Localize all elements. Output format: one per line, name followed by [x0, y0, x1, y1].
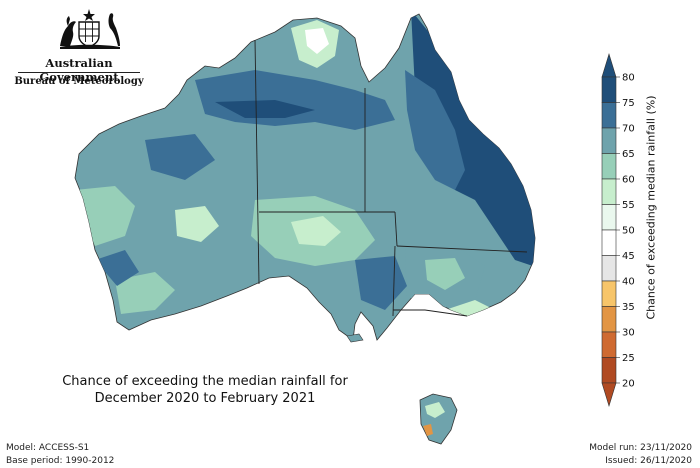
colorbar-tick-label: 45 — [622, 251, 635, 262]
colorbar-segment — [601, 255, 617, 282]
colorbar-max-arrow — [601, 52, 617, 78]
rainfall-colorbar: 80 75 70 65 60 55 50 45 40 35 30 25 20 — [601, 52, 635, 408]
colorbar-min-arrow — [601, 382, 617, 408]
footer-right: Model run: 23/11/2020 Issued: 26/11/2020 — [589, 442, 692, 468]
colorbar-segment — [601, 127, 617, 154]
base-period: Base period: 1990-2012 — [6, 456, 115, 466]
colorbar-segment — [601, 153, 617, 180]
colorbar-segment — [601, 306, 617, 333]
colorbar-tick-label: 75 — [622, 98, 635, 109]
logo-divider — [18, 72, 140, 73]
colorbar-tick-label: 80 — [622, 73, 635, 84]
colorbar-segment — [601, 76, 617, 103]
colorbar-tick-label: 70 — [622, 124, 635, 135]
colorbar-segment — [601, 280, 617, 307]
colorbar-tick-label: 60 — [622, 175, 635, 186]
colorbar-segment — [601, 204, 617, 231]
map-title-line1: Chance of exceeding the median rainfall … — [62, 374, 348, 389]
colorbar-segment — [601, 178, 617, 205]
colorbar-tick-label: 55 — [622, 200, 635, 211]
colorbar-tick-label: 30 — [622, 328, 635, 339]
coat-of-arms-icon — [60, 9, 120, 49]
colorbar-label: Chance of exceeding median rainfall (%) — [644, 94, 658, 320]
model-name: Model: ACCESS-S1 — [6, 443, 90, 453]
map-title: Chance of exceeding the median rainfall … — [40, 373, 370, 407]
footer-left: Model: ACCESS-S1 Base period: 1990-2012 — [6, 442, 114, 468]
government-name: Australian Government — [39, 56, 119, 84]
bom-logo: Australian Government Bureau of Meteorol… — [14, 6, 144, 92]
issued-date: Issued: 26/11/2020 — [605, 456, 692, 466]
colorbar-tick-label: 20 — [622, 379, 635, 390]
colorbar-tick-label: 50 — [622, 226, 635, 237]
model-run-date: Model run: 23/11/2020 — [589, 443, 692, 453]
colorbar-segment — [601, 357, 617, 384]
colorbar-tick-label: 40 — [622, 277, 635, 288]
colorbar-segment — [601, 102, 617, 129]
bureau-name: Bureau of Meteorology — [14, 76, 144, 87]
colorbar-tick-label: 35 — [622, 302, 635, 313]
colorbar-segment — [601, 229, 617, 256]
colorbar-label-wrap: Chance of exceeding median rainfall (%) — [641, 57, 661, 357]
map-title-line2: December 2020 to February 2021 — [94, 391, 316, 406]
colorbar-tick-label: 65 — [622, 149, 635, 160]
colorbar-segment — [601, 331, 617, 358]
australia-rainfall-map — [74, 13, 536, 445]
colorbar-tick-label: 25 — [622, 353, 635, 364]
